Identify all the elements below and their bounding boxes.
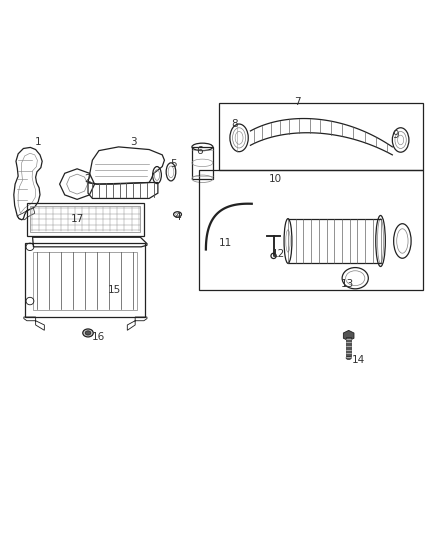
Bar: [32, 252, 137, 310]
Text: 7: 7: [294, 96, 301, 107]
Text: 16: 16: [92, 332, 106, 342]
Bar: [27, 203, 144, 236]
Text: 13: 13: [341, 279, 354, 288]
Text: 3: 3: [131, 136, 137, 147]
Ellipse shape: [346, 357, 351, 360]
Bar: [199, 169, 424, 290]
Text: 1: 1: [35, 136, 41, 147]
Ellipse shape: [83, 329, 93, 337]
Text: 4: 4: [174, 212, 181, 222]
Text: 8: 8: [231, 119, 237, 129]
Bar: [219, 103, 424, 169]
Bar: [25, 243, 145, 317]
Text: 6: 6: [196, 146, 203, 156]
Text: 2: 2: [85, 174, 92, 184]
Polygon shape: [343, 330, 354, 341]
Text: 9: 9: [392, 130, 399, 140]
Text: 5: 5: [170, 159, 177, 169]
Bar: [192, 147, 213, 179]
Text: 15: 15: [108, 286, 121, 295]
Bar: [30, 206, 141, 232]
Text: 14: 14: [352, 354, 365, 365]
Text: 11: 11: [219, 238, 232, 247]
Bar: [346, 337, 351, 357]
Ellipse shape: [85, 331, 91, 335]
Text: 17: 17: [71, 214, 84, 224]
Text: 10: 10: [269, 174, 283, 184]
Text: 12: 12: [271, 249, 285, 259]
